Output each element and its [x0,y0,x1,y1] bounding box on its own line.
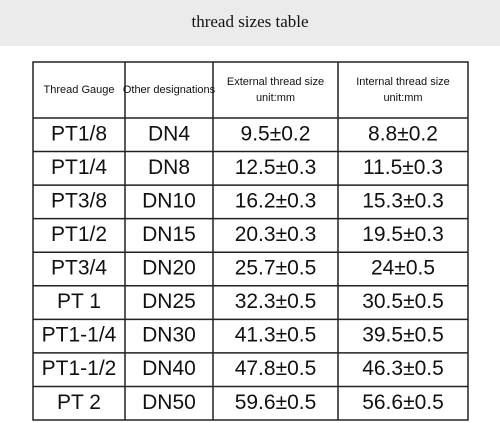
table-cell: PT1/8 [51,122,107,145]
table-cell: 19.5±0.3 [362,223,444,246]
table-cell: DN25 [142,290,196,313]
table-cell: 15.3±0.3 [362,189,444,212]
table-cell: 39.5±0.5 [362,324,444,347]
table-cell: 25.7±0.5 [235,257,317,280]
table-cell: DN4 [148,122,190,145]
table-cell: 16.2±0.3 [235,189,317,212]
table-cell: PT1-1/4 [42,324,117,347]
table-cell: PT1-1/2 [42,357,117,380]
table-cell: DN10 [142,189,196,212]
table-cell: 8.8±0.2 [368,122,438,145]
table: Thread Gauge Other designations External t… [33,62,468,420]
table-cell: PT3/4 [51,257,107,280]
header-cell: Internal thread size [356,76,450,88]
table-cell: 46.3±0.5 [362,357,444,380]
table-cell: 59.6±0.5 [235,391,317,414]
table-cell: 20.3±0.3 [235,223,317,246]
header-cell: External thread size [227,76,324,88]
table-cell: 24±0.5 [371,257,435,280]
header-cell: unit:mm [256,92,295,104]
table-frame [32,61,469,421]
table-cell: 32.3±0.5 [235,290,317,313]
table-cell: 12.5±0.3 [235,156,317,179]
header-cell: Thread Gauge [44,84,115,96]
table-cell: 47.8±0.5 [235,357,317,380]
table-cell: PT 1 [57,290,101,313]
title-band [0,0,500,46]
table-cell: DN15 [142,223,196,246]
table-cell: DN30 [142,324,196,347]
page-title: thread sizes table [191,12,308,31]
table-cell: DN20 [142,257,196,280]
table-cell: 11.5±0.3 [363,156,443,179]
table-cell: PT 2 [57,391,101,414]
header-cell: unit:mm [383,92,422,104]
table-cell: PT1/2 [51,223,107,246]
header-cell: Other designations [123,84,216,96]
table-cell: PT1/4 [51,156,107,179]
table-cell: 30.5±0.5 [362,290,444,313]
table-cell: DN50 [142,391,196,414]
table-cell: PT3/8 [51,189,107,212]
table-cell: DN40 [142,357,196,380]
table-cell: DN8 [148,156,190,179]
table-cell: 56.6±0.5 [362,391,444,414]
table-cell: 41.3±0.5 [235,324,317,347]
table-cell: 9.5±0.2 [241,122,311,145]
